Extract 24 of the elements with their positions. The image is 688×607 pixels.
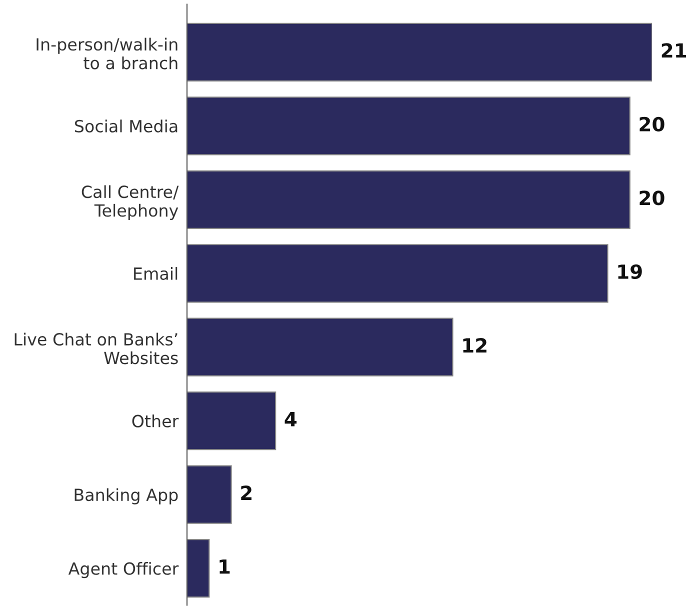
y-tick-label: Live Chat on Banks’ Websites (14, 332, 178, 364)
bar (187, 170, 630, 229)
y-tick-label: Call Centre/ Telephony (82, 185, 179, 220)
y-tick-label: Email (134, 267, 178, 280)
data-label: 2 (241, 486, 252, 500)
bar (187, 244, 608, 303)
bar (187, 465, 232, 524)
bar (187, 539, 210, 598)
y-tick-label: Social Media (74, 120, 178, 132)
data-label: 4 (284, 412, 297, 426)
bar (187, 318, 454, 376)
data-label: 20 (640, 190, 664, 206)
data-label: 19 (618, 264, 642, 280)
y-tick-label: In-person/walk-in to a branch (36, 38, 178, 70)
bar (187, 96, 630, 156)
y-tick-label: Other (132, 414, 179, 428)
data-label: 21 (662, 43, 686, 58)
bar (187, 22, 652, 82)
y-tick-label: Agent Officer (68, 562, 179, 578)
data-label: 1 (220, 560, 230, 574)
data-label: 20 (640, 116, 664, 132)
y-tick-label: Banking App (74, 488, 178, 504)
bar (187, 392, 276, 450)
data-label: 12 (463, 338, 486, 352)
